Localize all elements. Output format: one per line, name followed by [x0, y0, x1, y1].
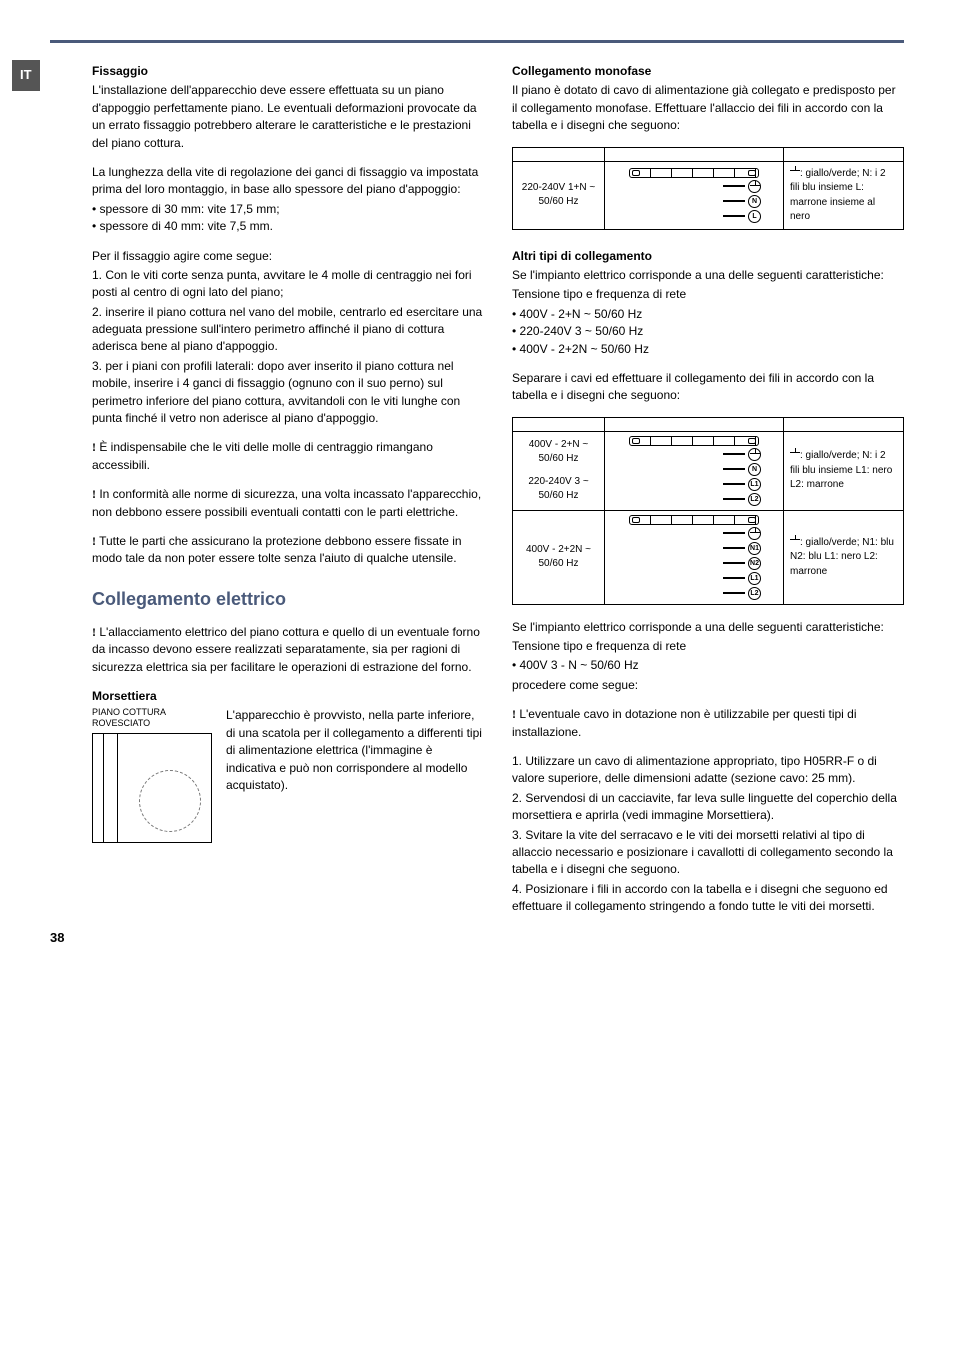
warning-text: In conformità alle norme di sicurezza, u… [92, 487, 481, 518]
warning: ! L'allacciamento elettrico del piano co… [92, 624, 484, 676]
warning-text: È indispensabile che le viti delle molle… [92, 440, 433, 471]
warning: ! In conformità alle norme di sicurezza,… [92, 486, 484, 521]
para: Se l'impianto elettrico corrisponde a un… [512, 267, 904, 284]
page-number: 38 [50, 929, 64, 948]
para: procedere come segue: [512, 677, 904, 694]
thickness-list: spessore di 30 mm: vite 17,5 mm; spessor… [92, 201, 484, 236]
wiring-table-multi: 400V - 2+N ~ 50/60 Hz 220-240V 3 ~ 50/60… [512, 417, 904, 605]
para: Se l'impianto elettrico corrisponde a un… [512, 619, 904, 636]
spec-cell: 400V - 2+2N ~ 50/60 Hz [513, 510, 605, 604]
warning: ! L'eventuale cavo in dotazione non è ut… [512, 706, 904, 741]
figure-caption: PIANO COTTURA ROVESCIATO [92, 707, 212, 729]
page-body: Fissaggio L'installazione dell'apparecch… [50, 63, 904, 928]
heading-collegamento: Collegamento elettrico [92, 586, 484, 612]
para: Separare i cavi ed effettuare il collega… [512, 370, 904, 405]
step: 1. Utilizzare un cavo di alimentazione a… [512, 753, 904, 788]
warning: ! Tutte le parti che assicurano la prote… [92, 533, 484, 568]
morsettiera-block: PIANO COTTURA ROVESCIATO L'apparecchio è… [92, 707, 484, 843]
para: Per il fissaggio agire come segue: [92, 248, 484, 265]
para: • 400V 3 - N ~ 50/60 Hz [512, 657, 904, 674]
list-item: 220-240V 3 ~ 50/60 Hz [512, 323, 904, 340]
warning-text: L'allacciamento elettrico del piano cott… [92, 625, 480, 674]
list-item: 400V - 2+N ~ 50/60 Hz [512, 306, 904, 323]
heading-morsettiera: Morsettiera [92, 688, 484, 705]
heading-altri: Altri tipi di collegamento [512, 248, 904, 265]
para: Tensione tipo e frequenza di rete [512, 286, 904, 303]
wiring-table-mono: 220-240V 1+N ~ 50/60 Hz N L : giallo/ver… [512, 147, 904, 230]
diagram-cell: N L [605, 161, 784, 229]
step: 1. Con le viti corte senza punta, avvita… [92, 267, 484, 302]
heading-monofase: Collegamento monofase [512, 63, 904, 80]
diagram-cell: N L1 L2 [605, 431, 784, 510]
para: L'apparecchio è provvisto, nella parte i… [226, 707, 484, 794]
header-rule [50, 40, 904, 43]
list-item: spessore di 30 mm: vite 17,5 mm; [92, 201, 484, 218]
para: L'installazione dell'apparecchio deve es… [92, 82, 484, 152]
left-column: Fissaggio L'installazione dell'apparecch… [92, 63, 484, 928]
language-tab: IT [12, 60, 40, 91]
legend-cell: : giallo/verde; N: i 2 fili blu insieme … [784, 431, 904, 510]
legend-cell: : giallo/verde; N1: blu N2: blu L1: nero… [784, 510, 904, 604]
heading-fissaggio: Fissaggio [92, 63, 484, 80]
voltage-list: 400V - 2+N ~ 50/60 Hz 220-240V 3 ~ 50/60… [512, 306, 904, 358]
legend-cell: : giallo/verde; N: i 2 fili blu insieme … [784, 161, 904, 229]
warning-text: Tutte le parti che assicurano la protezi… [92, 534, 462, 565]
para: Tensione tipo e frequenza di rete [512, 638, 904, 655]
para: Il piano è dotato di cavo di alimentazio… [512, 82, 904, 134]
list-item: spessore di 40 mm: vite 7,5 mm. [92, 218, 484, 235]
step: 3. per i piani con profili laterali: dop… [92, 358, 484, 428]
right-column: Collegamento monofase Il piano è dotato … [512, 63, 904, 928]
para: La lunghezza della vite di regolazione d… [92, 164, 484, 199]
figure-placeholder [92, 733, 212, 843]
warning: ! È indispensabile che le viti delle mol… [92, 439, 484, 474]
warning-text: L'eventuale cavo in dotazione non è util… [512, 707, 857, 738]
list-item: 400V - 2+2N ~ 50/60 Hz [512, 341, 904, 358]
step: 2. Servendosi di un cacciavite, far leva… [512, 790, 904, 825]
spec-cell: 400V - 2+N ~ 50/60 Hz 220-240V 3 ~ 50/60… [513, 431, 605, 510]
step: 4. Posizionare i fili in accordo con la … [512, 881, 904, 916]
diagram-cell: N1 N2 L1 L2 [605, 510, 784, 604]
spec-cell: 220-240V 1+N ~ 50/60 Hz [513, 161, 605, 229]
morsettiera-figure: PIANO COTTURA ROVESCIATO [92, 707, 212, 843]
step: 3. Svitare la vite del serracavo e le vi… [512, 827, 904, 879]
step: 2. inserire il piano cottura nel vano de… [92, 304, 484, 356]
